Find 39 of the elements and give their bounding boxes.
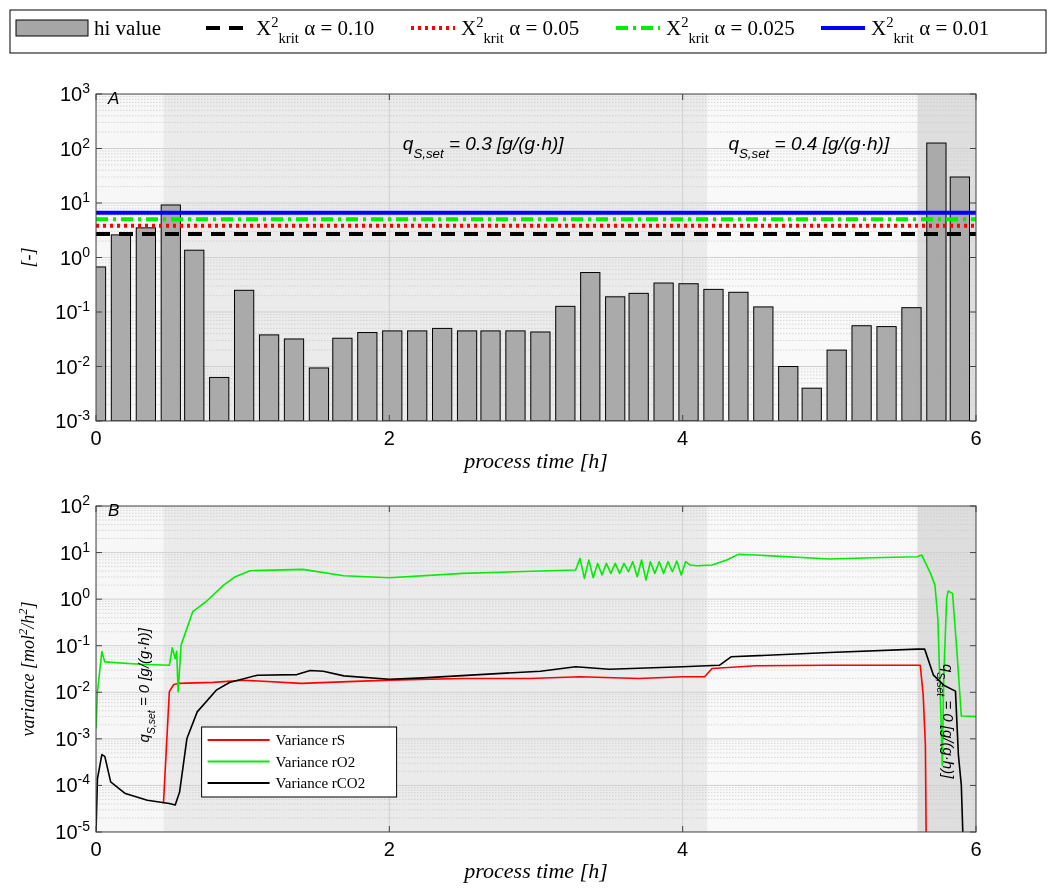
y-tick-label: 10$^{-3}$ (55, 724, 91, 750)
y-tick-label: 10$^{-2}$ (55, 678, 91, 704)
line-series (162, 664, 927, 832)
x-tick-label: 2 (383, 838, 395, 860)
x-tick-label: 0 (90, 427, 102, 449)
x-tick-label: 6 (970, 427, 982, 449)
y-tick-label: 10$^{-1}$ (55, 298, 91, 323)
x-axis-title: process time [h] (462, 448, 608, 473)
legend-label: X$^{2}$$_{krit}$ α = 0.05 (461, 14, 580, 46)
y-tick-label: 10$^{3}$ (59, 80, 91, 105)
x-tick-label: 0 (90, 838, 102, 860)
y-tick-label: 10$^{-4}$ (55, 771, 91, 797)
legend-label: Variance rS (275, 732, 346, 748)
annotation: q$_{S,set}$ = 0.3 [g/(g·h)] (402, 132, 565, 161)
x-tick-label: 6 (970, 838, 982, 860)
y-tick-label: 10$^{2}$ (59, 492, 91, 517)
legend-label: X$^{2}$$_{krit}$ α = 0.025 (666, 14, 795, 46)
legend-label: X$^{2}$$_{krit}$ α = 0.01 (871, 14, 990, 46)
x-tick-label: 4 (677, 838, 689, 860)
y-tick-label: 10$^{-1}$ (55, 631, 91, 657)
y-tick-label: 10$^{0}$ (59, 243, 91, 269)
y-axis-title: [-] (18, 247, 38, 268)
legend-label: Variance rCO2 (275, 775, 366, 791)
y-tick-label: 10$^{1}$ (59, 538, 91, 564)
x-axis-title: process time [h] (462, 858, 608, 883)
chart-title: B (108, 501, 120, 520)
y-tick-label: 10$^{-2}$ (55, 352, 91, 378)
x-tick-label: 4 (677, 427, 689, 449)
y-tick-label: 10$^{0}$ (59, 585, 91, 611)
x-tick-label: 2 (383, 427, 395, 449)
y-tick-label: 10$^{-3}$ (55, 407, 91, 432)
y-tick-label: 10$^{1}$ (59, 189, 91, 214)
y-tick-label: 10$^{-5}$ (55, 818, 91, 843)
legend-label: Variance rO2 (275, 753, 356, 770)
y-tick-label: 10$^{2}$ (59, 134, 91, 160)
legend-label: X$^{2}$$_{krit}$ α = 0.10 (256, 14, 375, 46)
annotation: q$_{S,set}$ = 0.4 [g/(g·h)] (728, 132, 890, 161)
chart-title: A (107, 89, 120, 108)
legend-label: hi value (94, 16, 162, 40)
